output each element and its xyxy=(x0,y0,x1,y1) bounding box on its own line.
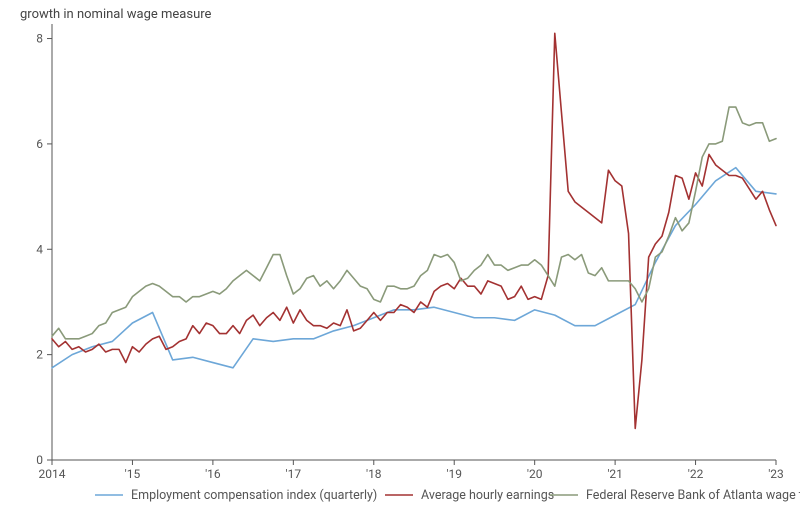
wage-growth-chart: growth in nominal wage measure 0 2 4 6 8 2014 '… xyxy=(0,0,800,520)
x-tick-label: '21 xyxy=(607,467,623,481)
legend-label-ahe: Average hourly earnings xyxy=(421,488,554,503)
legend-label-eci: Employment compensation index (quarterly… xyxy=(131,488,377,503)
y-tick-label: 8 xyxy=(36,32,43,46)
y-tick-label: 4 xyxy=(36,242,43,256)
x-tick-label: '15 xyxy=(125,467,141,481)
y-tick-label: 0 xyxy=(36,453,43,467)
y-tick-label: 6 xyxy=(36,137,43,151)
x-tick-label: '22 xyxy=(688,467,704,481)
y-tick-label: 2 xyxy=(36,348,43,362)
x-tick-label: '18 xyxy=(366,467,382,481)
x-tick-label: '19 xyxy=(446,467,462,481)
legend-label-atl: Federal Reserve Bank of Atlanta wage tra… xyxy=(586,488,800,503)
chart-svg: growth in nominal wage measure 0 2 4 6 8 2014 '… xyxy=(0,0,800,520)
x-tick-label: '23 xyxy=(768,467,784,481)
x-tick-label: '20 xyxy=(527,467,543,481)
chart-title: growth in nominal wage measure xyxy=(20,7,212,22)
x-tick-label: '16 xyxy=(205,467,221,481)
x-tick-label: 2014 xyxy=(39,467,66,481)
legend: Employment compensation index (quarterly… xyxy=(95,488,800,503)
x-tick-label: '17 xyxy=(286,467,302,481)
